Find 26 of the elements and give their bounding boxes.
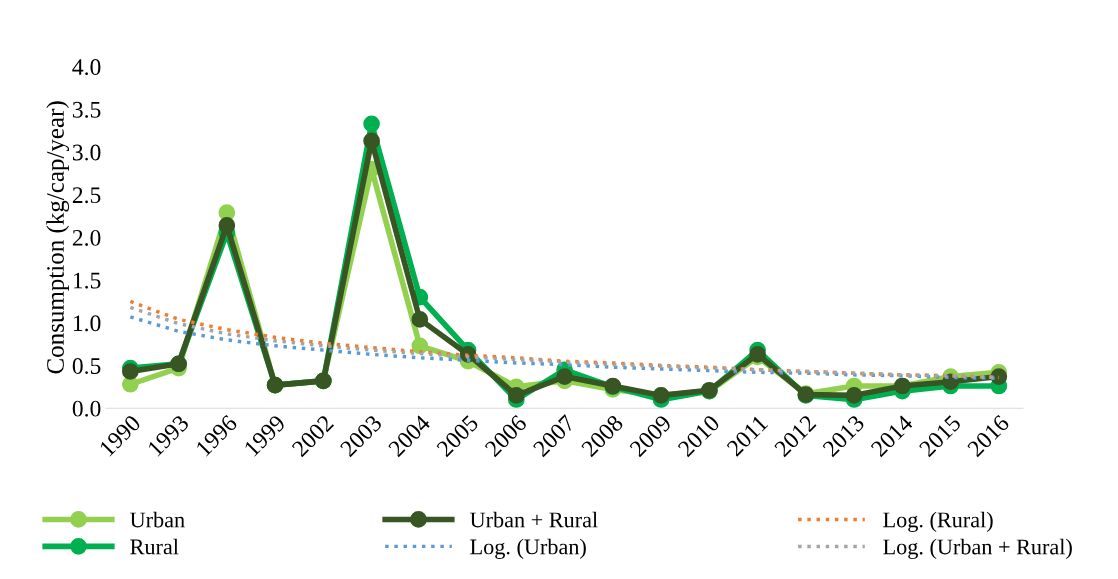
legend-label: Log. (Urban + Rural) (883, 538, 1072, 559)
point (218, 217, 236, 234)
y-tick-label: 2.0 (72, 229, 101, 246)
legend-label: Log. (Rural) (883, 511, 993, 532)
y-axis-title: Consumption (kg/cap/year) (46, 101, 70, 374)
point (411, 311, 429, 328)
legend-label: Log. (Urban) (470, 538, 586, 559)
y-tick-label: 3.5 (72, 101, 101, 118)
y-tick-label: 1.0 (73, 315, 101, 332)
point (556, 368, 573, 385)
y-tick-label: 3.0 (72, 144, 101, 161)
point (508, 387, 525, 404)
x-tick-label: 1990 (98, 414, 142, 457)
y-tick-label: 2.5 (72, 187, 101, 204)
y-tick-label: 4.0 (72, 59, 101, 76)
y-tick-label: 0.0 (72, 400, 101, 417)
point (363, 132, 380, 150)
legend-label: Rural (130, 538, 179, 555)
point (363, 115, 380, 133)
y-tick-label: 0.5 (72, 357, 101, 375)
legend-label: Urban (130, 511, 185, 528)
x-tick-label: 2011 (726, 414, 769, 457)
point (845, 387, 863, 404)
legend-label: Urban + Rural (470, 511, 598, 528)
point (122, 363, 139, 380)
y-tick-label: 1.5 (73, 272, 101, 289)
